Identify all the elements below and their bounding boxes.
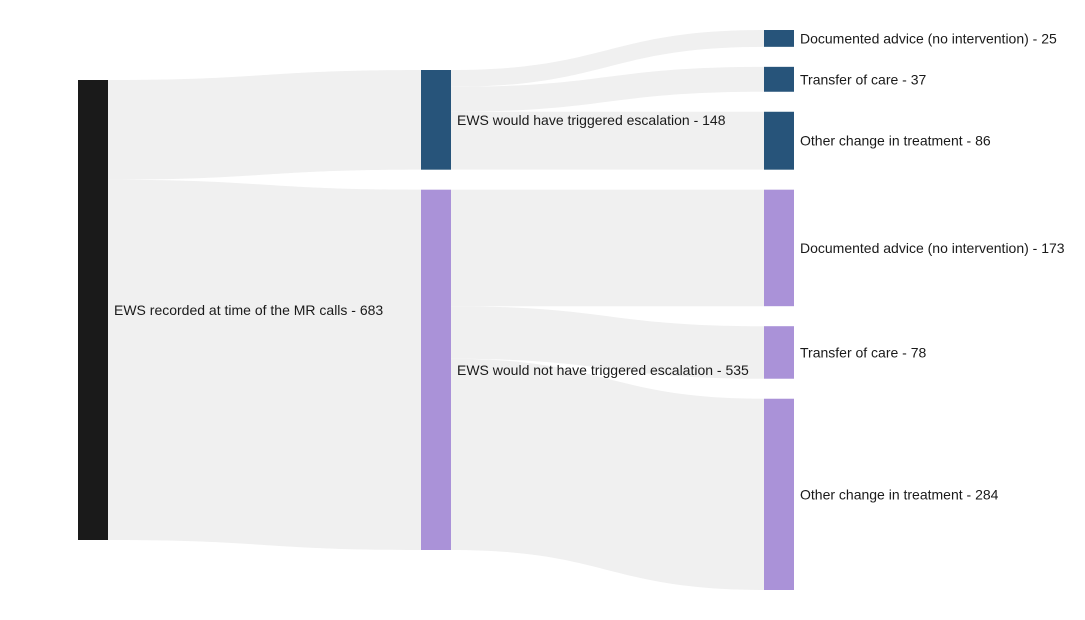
sankey-link-esc-to-esc_doc[interactable] xyxy=(451,30,764,87)
sankey-link-root-to-esc[interactable] xyxy=(108,70,421,180)
sankey-link-esc-to-esc_tr[interactable] xyxy=(451,66,764,112)
sankey-node-label-esc_oth: Other change in treatment - 86 xyxy=(800,133,991,149)
sankey-node-label-root: EWS recorded at time of the MR calls - 6… xyxy=(114,302,383,318)
sankey-node-label-esc_doc: Documented advice (no intervention) - 25 xyxy=(800,30,1057,46)
links-layer xyxy=(108,30,764,590)
sankey-link-noesc-to-no_oth[interactable] xyxy=(451,358,764,590)
sankey-node-esc_tr[interactable] xyxy=(764,66,794,92)
sankey-node-esc[interactable] xyxy=(421,70,451,170)
labels-layer: EWS recorded at time of the MR calls - 6… xyxy=(114,30,1065,502)
sankey-link-noesc-to-no_doc[interactable] xyxy=(451,189,764,307)
sankey-node-label-no_oth: Other change in treatment - 284 xyxy=(800,486,999,502)
sankey-node-esc_doc[interactable] xyxy=(764,30,794,47)
sankey-node-no_tr[interactable] xyxy=(764,326,794,379)
sankey-link-esc-to-esc_oth[interactable] xyxy=(451,111,764,170)
sankey-link-root-to-noesc[interactable] xyxy=(108,179,421,550)
sankey-node-no_doc[interactable] xyxy=(764,189,794,307)
sankey-link-noesc-to-no_tr[interactable] xyxy=(451,306,764,379)
nodes-layer xyxy=(78,30,794,590)
sankey-node-label-no_tr: Transfer of care - 78 xyxy=(800,344,927,360)
sankey-node-no_oth[interactable] xyxy=(764,398,794,590)
sankey-node-label-noesc: EWS would not have triggered escalation … xyxy=(457,362,749,378)
sankey-node-label-no_doc: Documented advice (no intervention) - 17… xyxy=(800,240,1065,256)
sankey-node-label-esc_tr: Transfer of care - 37 xyxy=(800,71,927,87)
sankey-node-noesc[interactable] xyxy=(421,189,451,550)
sankey-node-label-esc: EWS would have triggered escalation - 14… xyxy=(457,112,726,128)
sankey-node-root[interactable] xyxy=(78,80,108,540)
sankey-node-esc_oth[interactable] xyxy=(764,111,794,170)
